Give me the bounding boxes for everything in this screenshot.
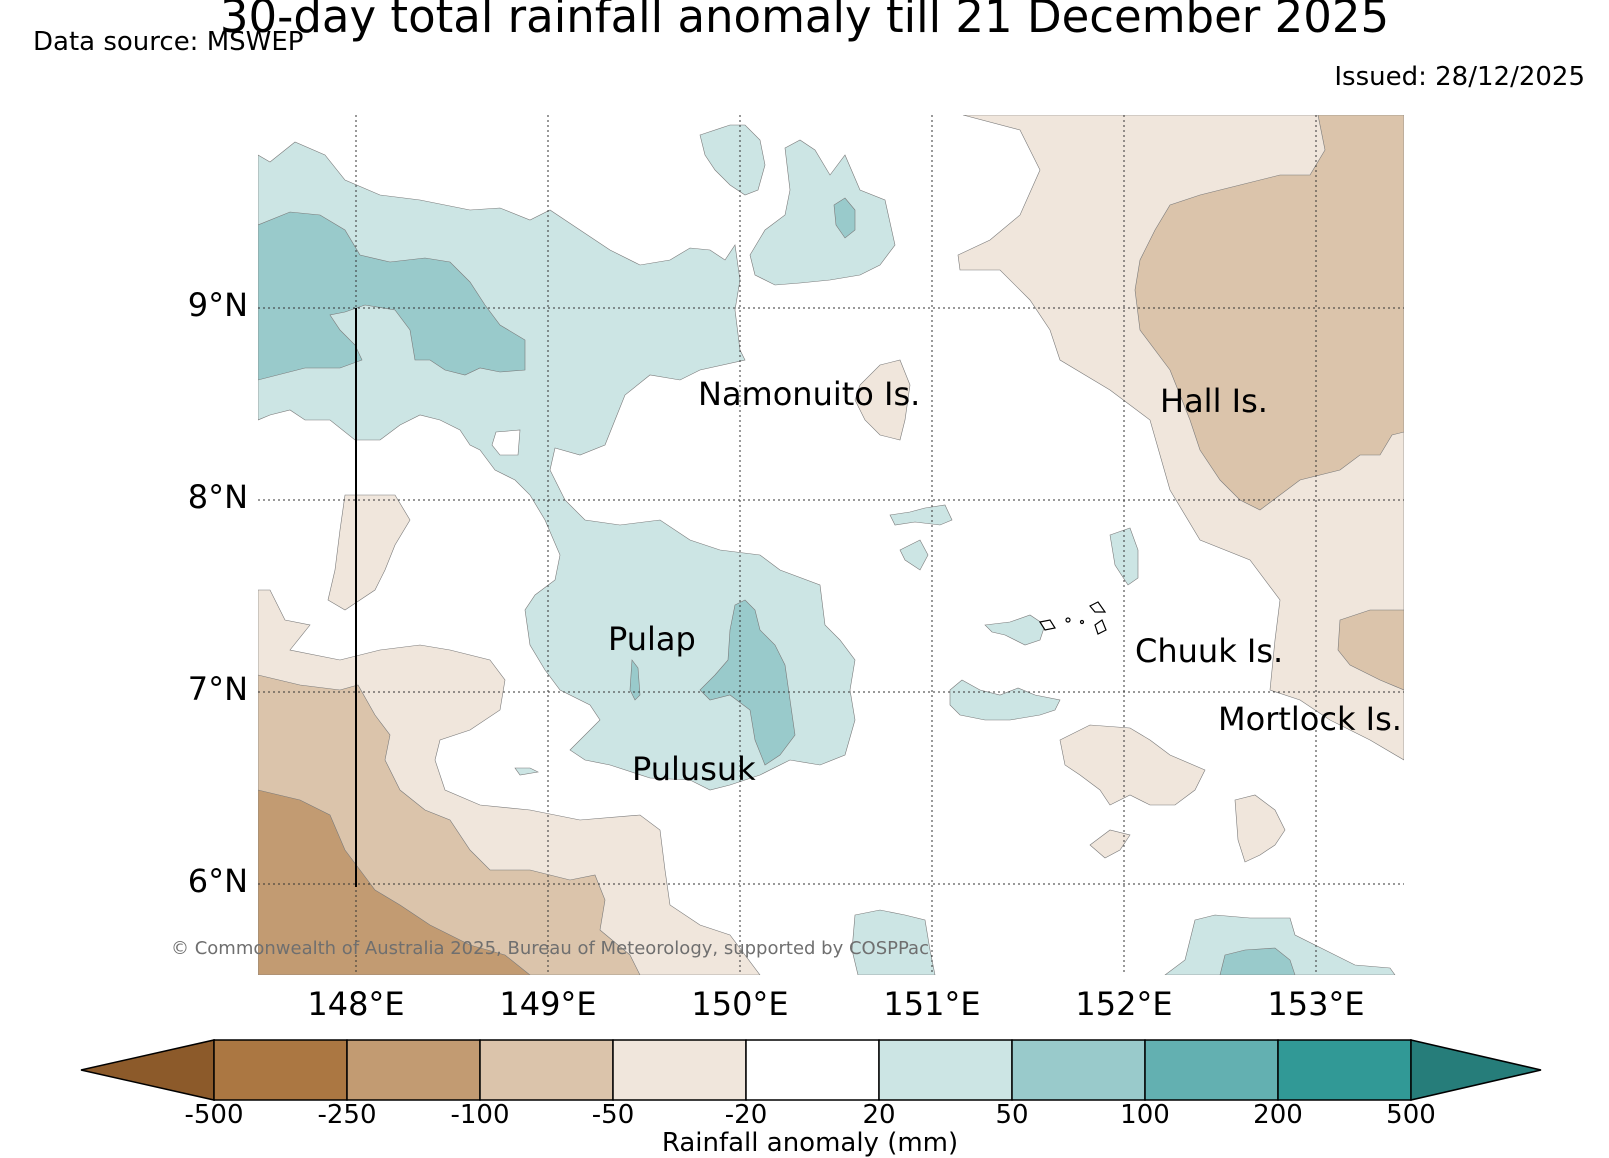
colorbar-segment xyxy=(1277,1039,1412,1101)
dry-anomaly-area xyxy=(1134,115,1404,511)
chuuk-islands-shapes xyxy=(1039,601,1107,635)
colorbar-segment xyxy=(745,1039,880,1101)
lon-label-151e: 151°E xyxy=(883,985,981,1023)
lat-label-8n: 8°N xyxy=(187,478,248,516)
lon-label-153e: 153°E xyxy=(1267,985,1365,1023)
colorbar-tick: 100 xyxy=(1120,1100,1170,1130)
colorbar-segment xyxy=(878,1039,1013,1101)
colorbar-segment xyxy=(346,1039,481,1101)
lon-label-150e: 150°E xyxy=(691,985,789,1023)
colorbar-tick: 500 xyxy=(1386,1100,1436,1130)
dry-anomaly-area xyxy=(1234,794,1286,863)
place-label-chuuk: Chuuk Is. xyxy=(1135,632,1284,670)
lon-label-148e: 148°E xyxy=(307,985,405,1023)
dry-anomaly-area xyxy=(1089,829,1131,859)
colorbar-segment xyxy=(1144,1039,1279,1101)
colorbar-tick: 50 xyxy=(995,1100,1029,1130)
colorbar-segment xyxy=(612,1039,747,1101)
wet-anomaly-area xyxy=(833,197,856,239)
colorbar-tick: -20 xyxy=(724,1100,768,1130)
colorbar-segment xyxy=(213,1039,348,1101)
lat-label-7n: 7°N xyxy=(187,670,248,708)
place-label-mortlock: Mortlock Is. xyxy=(1218,700,1402,738)
colorbar-tick: -500 xyxy=(184,1100,244,1130)
wet-anomaly-area xyxy=(851,909,936,975)
wet-anomaly-area xyxy=(629,659,641,701)
colorbar-extend-low xyxy=(80,1039,215,1101)
graticule xyxy=(258,115,1404,975)
wet-anomaly-area xyxy=(1164,914,1396,975)
place-label-namonuito: Namonuito Is. xyxy=(698,375,921,413)
wet-anomaly-area xyxy=(889,504,953,526)
map-title: 30-day total rainfall anomaly till 21 De… xyxy=(219,0,1390,43)
colorbar-tick: -50 xyxy=(591,1100,635,1130)
wet-anomaly-area xyxy=(514,767,539,776)
colorbar-label: Rainfall anomaly (mm) xyxy=(661,1128,959,1158)
wet-anomaly-area xyxy=(491,429,521,456)
lat-label-6n: 6°N xyxy=(187,862,248,900)
colorbar-tick: 200 xyxy=(1253,1100,1303,1130)
colorbar-tick: 20 xyxy=(862,1100,896,1130)
dry-anomaly-area xyxy=(1059,724,1206,806)
lon-label-149e: 149°E xyxy=(499,985,597,1023)
wet-anomaly-area xyxy=(749,139,896,286)
colorbar-segment xyxy=(479,1039,614,1101)
dry-anomaly-area xyxy=(327,494,411,611)
data-source: Data source: MSWEP xyxy=(33,27,304,57)
lon-label-152e: 152°E xyxy=(1075,985,1173,1023)
colorbar-tick: -250 xyxy=(317,1100,377,1130)
dry-anomaly-area xyxy=(854,359,911,441)
colorbar-extend-high xyxy=(1410,1039,1542,1101)
wet-anomaly-area xyxy=(949,679,1061,721)
wet-anomaly-area xyxy=(899,539,929,571)
wet-anomaly-area xyxy=(984,614,1046,646)
place-label-hall: Hall Is. xyxy=(1160,382,1268,420)
place-label-pulusuk: Pulusuk xyxy=(632,750,756,788)
dry-anomaly-area xyxy=(1337,609,1404,691)
dry-anomaly-area xyxy=(258,789,531,975)
colorbar-segment xyxy=(1011,1039,1146,1101)
wet-anomaly-area xyxy=(1219,947,1296,975)
issued-date: Issued: 28/12/2025 xyxy=(1334,62,1585,92)
copyright-notice: © Commonwealth of Australia 2025, Bureau… xyxy=(171,938,929,959)
wet-anomaly-area xyxy=(699,599,796,766)
place-label-pulap: Pulap xyxy=(608,620,696,658)
colorbar xyxy=(80,1039,1542,1101)
lat-label-9n: 9°N xyxy=(187,286,248,324)
colorbar-tick: -100 xyxy=(450,1100,510,1130)
